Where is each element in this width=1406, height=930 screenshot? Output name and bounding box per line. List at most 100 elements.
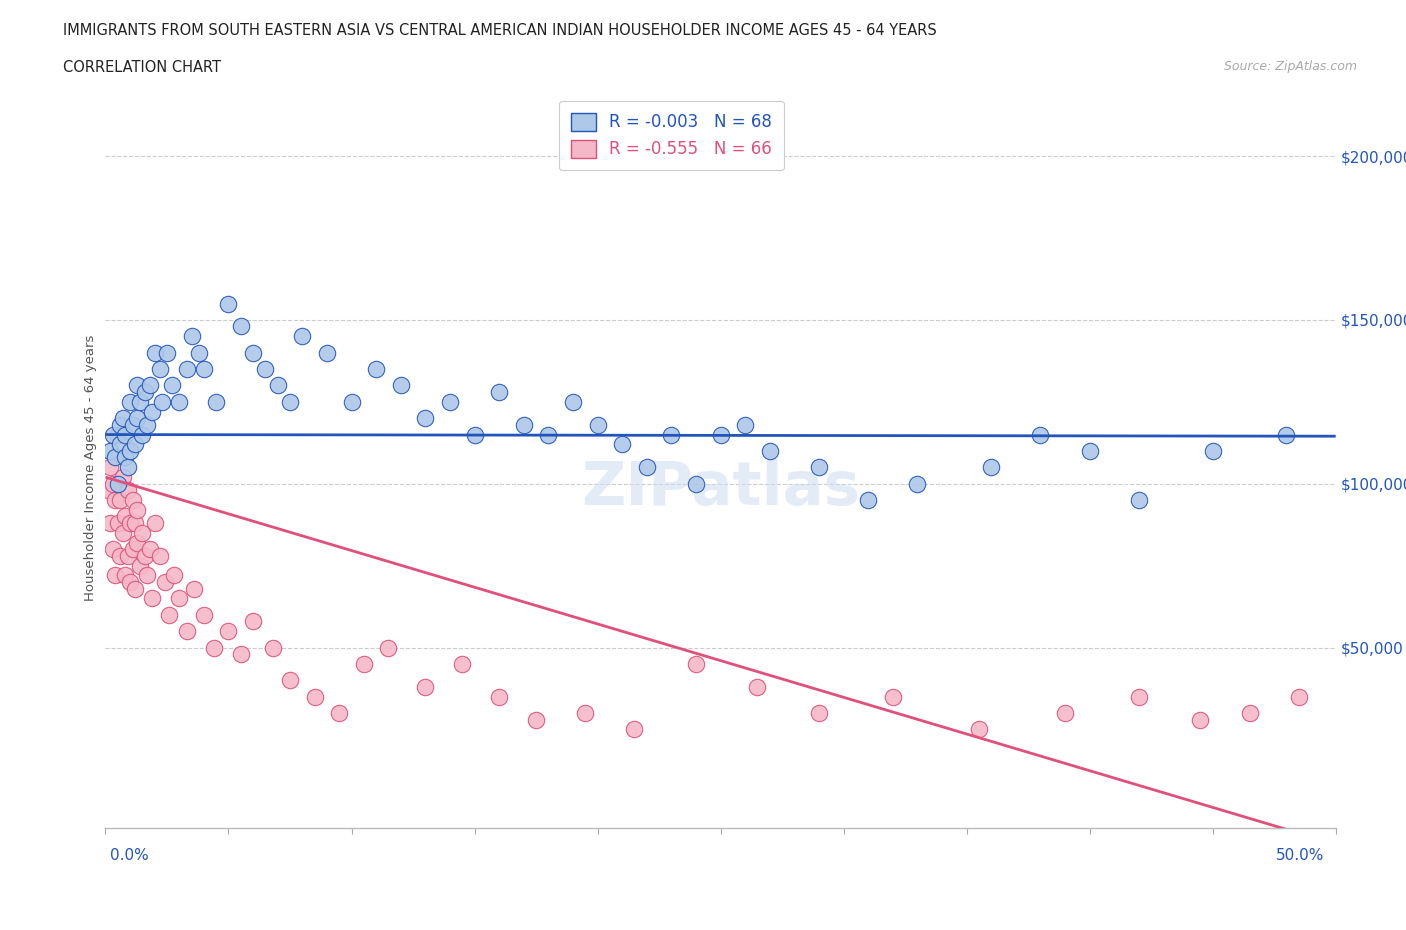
Point — [114, 450, 136, 465]
Point — [104, 493, 127, 508]
Point — [117, 460, 139, 475]
Point — [131, 427, 153, 442]
Point — [242, 345, 264, 360]
Point — [193, 362, 215, 377]
Point — [111, 470, 134, 485]
Point — [114, 509, 136, 524]
Point — [129, 394, 152, 409]
Point — [262, 640, 284, 655]
Point — [858, 493, 880, 508]
Point — [610, 437, 633, 452]
Point — [163, 568, 186, 583]
Point — [176, 624, 198, 639]
Point — [188, 345, 211, 360]
Point — [97, 483, 120, 498]
Point — [136, 418, 159, 432]
Point — [218, 624, 240, 639]
Point — [176, 362, 198, 377]
Point — [710, 427, 733, 442]
Point — [623, 722, 645, 737]
Text: Source: ZipAtlas.com: Source: ZipAtlas.com — [1223, 60, 1357, 73]
Point — [98, 460, 122, 475]
Point — [586, 418, 609, 432]
Point — [138, 378, 162, 392]
Point — [537, 427, 560, 442]
Point — [141, 591, 163, 605]
Text: 0.0%: 0.0% — [110, 848, 149, 863]
Point — [136, 568, 159, 583]
Point — [1128, 493, 1150, 508]
Point — [353, 657, 375, 671]
Point — [202, 640, 225, 655]
Point — [377, 640, 399, 655]
Point — [328, 706, 350, 721]
Point — [110, 437, 132, 452]
Point — [1202, 444, 1225, 458]
Point — [114, 427, 136, 442]
Point — [180, 329, 202, 344]
Point — [131, 525, 153, 540]
Point — [169, 394, 191, 409]
Point — [229, 319, 252, 334]
Point — [110, 549, 132, 564]
Text: CORRELATION CHART: CORRELATION CHART — [63, 60, 221, 75]
Point — [124, 515, 146, 530]
Point — [183, 581, 205, 596]
Point — [121, 542, 143, 557]
Text: ZIPatlas: ZIPatlas — [581, 459, 860, 518]
Point — [169, 591, 191, 605]
Point — [685, 657, 707, 671]
Point — [107, 476, 129, 491]
Text: 50.0%: 50.0% — [1277, 848, 1324, 863]
Point — [124, 581, 146, 596]
Point — [134, 384, 156, 399]
Point — [1128, 689, 1150, 704]
Point — [254, 362, 277, 377]
Point — [1275, 427, 1298, 442]
Point — [121, 418, 143, 432]
Point — [120, 444, 141, 458]
Point — [967, 722, 990, 737]
Point — [278, 394, 301, 409]
Y-axis label: Householder Income Ages 45 - 64 years: Householder Income Ages 45 - 64 years — [84, 334, 97, 601]
Point — [143, 515, 166, 530]
Point — [747, 680, 769, 695]
Point — [415, 680, 437, 695]
Point — [110, 493, 132, 508]
Point — [149, 362, 172, 377]
Point — [807, 706, 830, 721]
Point — [229, 646, 252, 661]
Point — [488, 384, 510, 399]
Point — [1239, 706, 1261, 721]
Point — [882, 689, 904, 704]
Point — [1029, 427, 1052, 442]
Point — [415, 411, 437, 426]
Point — [759, 444, 782, 458]
Point — [117, 549, 139, 564]
Point — [366, 362, 388, 377]
Point — [315, 345, 337, 360]
Point — [661, 427, 683, 442]
Point — [120, 394, 141, 409]
Text: IMMIGRANTS FROM SOUTH EASTERN ASIA VS CENTRAL AMERICAN INDIAN HOUSEHOLDER INCOME: IMMIGRANTS FROM SOUTH EASTERN ASIA VS CE… — [63, 23, 936, 38]
Point — [205, 394, 228, 409]
Point — [340, 394, 363, 409]
Point — [98, 444, 122, 458]
Point — [150, 394, 173, 409]
Point — [159, 607, 180, 622]
Point — [734, 418, 756, 432]
Point — [513, 418, 536, 432]
Point — [439, 394, 461, 409]
Point — [907, 476, 929, 491]
Point — [111, 525, 134, 540]
Point — [1288, 689, 1310, 704]
Point — [807, 460, 830, 475]
Point — [104, 568, 127, 583]
Point — [127, 378, 149, 392]
Point — [464, 427, 486, 442]
Point — [101, 476, 124, 491]
Point — [267, 378, 290, 392]
Point — [121, 493, 143, 508]
Point — [107, 427, 129, 442]
Point — [193, 607, 215, 622]
